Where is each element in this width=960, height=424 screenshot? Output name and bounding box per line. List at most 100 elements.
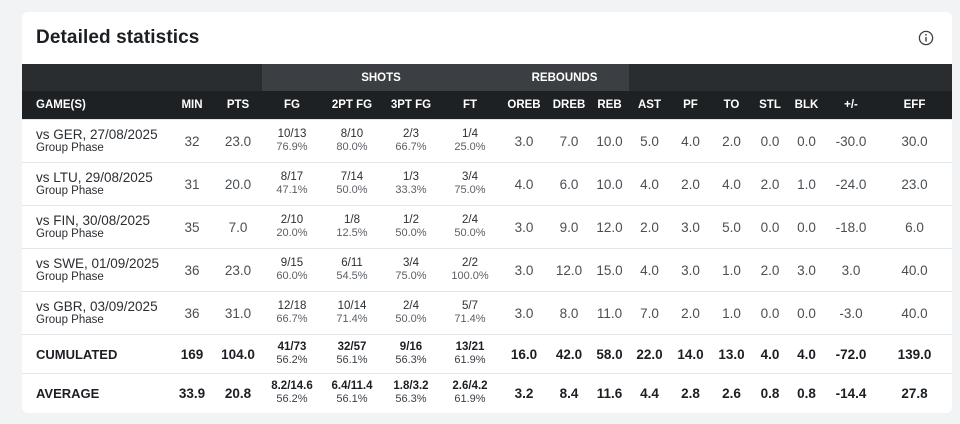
table-row[interactable]: vs LTU, 29/08/2025 Group Phase 31 20.0 8/17 4… bbox=[22, 162, 952, 206]
cell-plus-minus: -14.4 bbox=[825, 373, 877, 412]
fg2-pct: 80.0% bbox=[336, 141, 368, 153]
cell-stl: 2.0 bbox=[752, 162, 788, 206]
cell-to: 5.0 bbox=[711, 205, 752, 249]
stats-table: SHOTS REBOUNDS GAME(S) MIN PTS FG 2PT FG 3PT … bbox=[22, 64, 952, 412]
cell-dreb: 6.0 bbox=[548, 162, 590, 206]
col-header-plus-minus[interactable]: +/- bbox=[825, 91, 877, 120]
col-header-to[interactable]: TO bbox=[711, 91, 752, 120]
cell-ast: 5.0 bbox=[629, 119, 670, 163]
cell-eff: 40.0 bbox=[877, 291, 952, 335]
cell-pts: 20.0 bbox=[214, 162, 262, 206]
cell-blk: 4.0 bbox=[788, 334, 825, 374]
info-icon[interactable] bbox=[918, 30, 934, 46]
cell-plus-minus: -18.0 bbox=[825, 205, 877, 249]
cell-to: 4.0 bbox=[711, 162, 752, 206]
cell-fg: 10/13 76.9% bbox=[262, 119, 322, 163]
ft-made: 2.6/4.2 bbox=[452, 380, 488, 392]
col-header-oreb[interactable]: OREB bbox=[500, 91, 548, 120]
cell-eff: 40.0 bbox=[877, 248, 952, 292]
fg-made: 12/18 bbox=[277, 300, 307, 312]
col-header-blk[interactable]: BLK bbox=[788, 91, 825, 120]
cell-to: 2.0 bbox=[711, 119, 752, 163]
col-header-fg[interactable]: FG bbox=[262, 91, 322, 120]
cell-fg3: 1.8/3.2 56.3% bbox=[382, 373, 440, 412]
cell-fg2: 8/10 80.0% bbox=[322, 119, 382, 163]
fg2-made: 10/14 bbox=[337, 300, 367, 312]
col-header-ft[interactable]: FT bbox=[440, 91, 500, 120]
cell-game: vs GBR, 03/09/2025 Group Phase bbox=[22, 291, 170, 335]
cell-ft: 1/4 25.0% bbox=[440, 119, 500, 163]
game-opponent-date: vs GER, 27/08/2025 bbox=[36, 127, 158, 142]
cell-pts: 104.0 bbox=[214, 334, 262, 374]
cell-pf: 2.8 bbox=[670, 373, 711, 412]
col-header-eff[interactable]: EFF bbox=[877, 91, 952, 120]
cell-stl: 0.0 bbox=[752, 291, 788, 335]
table-row[interactable]: vs GBR, 03/09/2025 Group Phase 36 31.0 12/18… bbox=[22, 291, 952, 335]
fg-pct: 66.7% bbox=[276, 313, 308, 325]
fg-pct: 56.2% bbox=[276, 393, 308, 405]
fg2-pct: 56.1% bbox=[336, 393, 368, 405]
cell-fg: 2/10 20.0% bbox=[262, 205, 322, 249]
column-header-row: GAME(S) MIN PTS FG 2PT FG 3PT FG FT OREB DREB REB… bbox=[22, 91, 952, 120]
cell-ft: 3/4 75.0% bbox=[440, 162, 500, 206]
ft-made: 2/4 bbox=[462, 214, 478, 226]
cell-min: 36 bbox=[170, 291, 214, 335]
fg-pct: 20.0% bbox=[276, 227, 308, 239]
table-row[interactable]: vs GER, 27/08/2025 Group Phase 32 23.0 10/13… bbox=[22, 119, 952, 163]
cell-plus-minus: 3.0 bbox=[825, 248, 877, 292]
cell-ast: 4.0 bbox=[629, 162, 670, 206]
cell-ast: 22.0 bbox=[629, 334, 670, 374]
col-header-stl[interactable]: STL bbox=[752, 91, 788, 120]
cell-blk: 1.0 bbox=[788, 162, 825, 206]
fg-pct: 76.9% bbox=[276, 141, 308, 153]
cell-pts: 23.0 bbox=[214, 248, 262, 292]
cell-fg2: 6/11 54.5% bbox=[322, 248, 382, 292]
cell-dreb: 9.0 bbox=[548, 205, 590, 249]
cell-eff: 30.0 bbox=[877, 119, 952, 163]
col-header-fg3[interactable]: 3PT FG bbox=[382, 91, 440, 120]
col-header-pts[interactable]: PTS bbox=[214, 91, 262, 120]
cell-stl: 0.0 bbox=[752, 119, 788, 163]
cell-oreb: 3.0 bbox=[500, 291, 548, 335]
cell-ft: 2/2 100.0% bbox=[440, 248, 500, 292]
table-row[interactable]: vs FIN, 30/08/2025 Group Phase 35 7.0 2/10 20… bbox=[22, 205, 952, 249]
cell-reb: 58.0 bbox=[590, 334, 629, 374]
cell-oreb: 3.2 bbox=[500, 373, 548, 412]
col-header-reb[interactable]: REB bbox=[590, 91, 629, 120]
cell-pts: 23.0 bbox=[214, 119, 262, 163]
fg3-made: 9/16 bbox=[399, 341, 423, 353]
cell-min: 32 bbox=[170, 119, 214, 163]
col-header-fg2[interactable]: 2PT FG bbox=[322, 91, 382, 120]
group-rebounds: REBOUNDS bbox=[500, 64, 629, 91]
cell-game: vs GER, 27/08/2025 Group Phase bbox=[22, 119, 170, 163]
game-opponent-date: vs LTU, 29/08/2025 bbox=[36, 170, 153, 185]
cell-stl: 4.0 bbox=[752, 334, 788, 374]
cell-fg3: 1/2 50.0% bbox=[382, 205, 440, 249]
game-phase: Group Phase bbox=[36, 314, 104, 326]
cell-cumulated-label: CUMULATED bbox=[22, 334, 170, 374]
col-header-min[interactable]: MIN bbox=[170, 91, 214, 120]
table-row[interactable]: vs SWE, 01/09/2025 Group Phase 36 23.0 9/15 6… bbox=[22, 248, 952, 292]
cell-stl: 2.0 bbox=[752, 248, 788, 292]
fg3-made: 1.8/3.2 bbox=[393, 380, 429, 392]
cell-eff: 139.0 bbox=[877, 334, 952, 374]
cell-reb: 15.0 bbox=[590, 248, 629, 292]
cell-plus-minus: -30.0 bbox=[825, 119, 877, 163]
fg3-made: 1/2 bbox=[403, 214, 419, 226]
average-label: AVERAGE bbox=[36, 385, 100, 401]
cell-oreb: 4.0 bbox=[500, 162, 548, 206]
col-header-ast[interactable]: AST bbox=[629, 91, 670, 120]
cell-fg2: 6.4/11.4 56.1% bbox=[322, 373, 382, 412]
cell-pf: 2.0 bbox=[670, 162, 711, 206]
fg2-made: 32/57 bbox=[337, 341, 367, 353]
col-header-game[interactable]: GAME(S) bbox=[22, 91, 170, 120]
fg3-pct: 33.3% bbox=[395, 184, 427, 196]
cell-plus-minus: -72.0 bbox=[825, 334, 877, 374]
col-header-pf[interactable]: PF bbox=[670, 91, 711, 120]
game-phase: Group Phase bbox=[36, 228, 104, 240]
cell-fg: 9/15 60.0% bbox=[262, 248, 322, 292]
fg3-made: 3/4 bbox=[403, 257, 419, 269]
cell-pf: 4.0 bbox=[670, 119, 711, 163]
col-header-dreb[interactable]: DREB bbox=[548, 91, 590, 120]
cell-ft: 13/21 61.9% bbox=[440, 334, 500, 374]
